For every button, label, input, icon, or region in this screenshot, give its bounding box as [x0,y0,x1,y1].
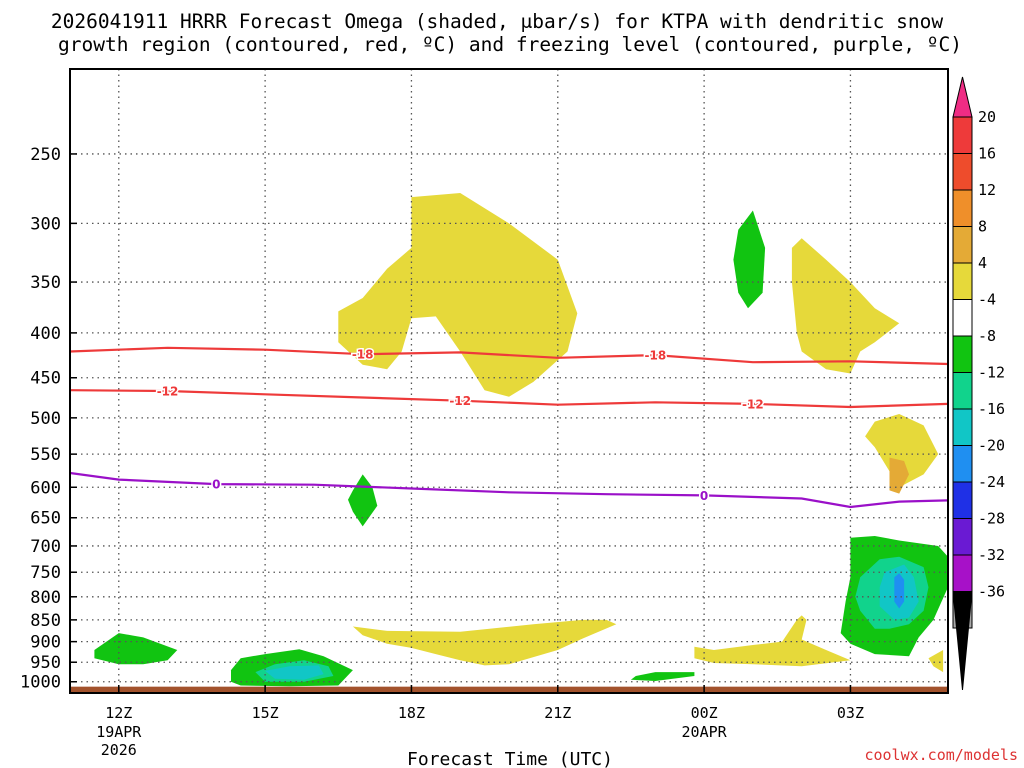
contour-dgz-minus-12: -12 -12 -12 [70,383,948,413]
colorbar-segment [952,189,973,227]
colorbar-segment [952,445,973,483]
terrain-surface [70,686,948,693]
y-tick-label-450: 450 [30,369,61,389]
colorbar-segment [952,262,973,300]
shaded-region-low-yellow-1 [352,619,617,666]
shaded-region-green-upper [733,210,766,309]
x-tick-sublabel: 20APR [682,723,728,741]
colorbar-segment [952,335,973,373]
x-axis-label: Forecast Time (UTC) [407,749,613,768]
x-tick-label-18Z: 18Z [398,704,425,722]
contour-dgz-minus-18: -18 -18 [70,346,948,366]
colorbar-tick-label: -4 [978,291,996,309]
shaded-region-upper-yellow-1 [338,193,578,397]
chart-title-line-1: 2026041911 HRRR Forecast Omega (shaded, … [51,10,943,33]
colorbar-tick-label: -20 [978,437,1005,455]
x-tick-label-15Z: 15Z [252,704,279,722]
y-tick-label-750: 750 [30,563,61,583]
shaded-region-low-yellow-3 [928,650,944,673]
contour-label-freezing-level-0: 0 [700,489,708,503]
colorbar-tick-label: 4 [978,254,987,272]
colorbar-legend: 20 16 12 8 4 -4 -8 -12 -16 -20 -24 -28 -32 -36 [952,76,1005,691]
contour-label-freezing-level-0: 0 [212,478,220,492]
y-tick-label-500: 500 [30,409,61,429]
shaded-region-low-yellow-2 [694,615,851,667]
x-tick-sublabel: 2026 [101,741,137,759]
contour-line-dgz-minus-18 [70,346,948,366]
colorbar-segment [952,481,973,519]
colorbar-tick-label: -24 [978,473,1005,491]
colorbar-top-arrow [952,76,973,118]
shaded-region-green-mid [348,474,378,527]
colorbar-segment [952,554,973,592]
colorbar-tick-label: -36 [978,583,1005,601]
shaded-region-upper-yellow-2 [791,238,900,374]
colorbar-segment [952,153,973,191]
y-tick-label-900: 900 [30,633,61,653]
colorbar-segment [952,372,973,410]
y-tick-label-300: 300 [30,214,61,234]
credit-text: coolwx.com/models [864,746,1018,764]
colorbar-segment [952,226,973,264]
contour-label-dgz-minus-18: -18 [644,349,666,363]
x-tick-label-21Z: 21Z [544,704,571,722]
y-tick-label-350: 350 [30,273,61,293]
shaded-region-orange-core [889,457,909,494]
colorbar-segment [952,299,973,337]
contour-label-dgz-minus-12: -12 [157,385,179,399]
contour-line-freezing-level-0 [70,471,948,509]
y-tick-label-1000: 1000 [20,673,61,693]
contour-label-dgz-minus-12: -12 [449,394,471,408]
gridlines [70,69,948,693]
colorbar-tick-label: 20 [978,108,996,126]
colorbar-tick-label: -28 [978,510,1005,528]
y-tick-label-700: 700 [30,537,61,557]
x-tick-label-03Z: 03Z [837,704,864,722]
contour-label-dgz-minus-12: -12 [742,397,764,411]
x-tick-sublabel: 19APR [96,723,142,741]
y-tick-label-600: 600 [30,478,61,498]
y-tick-label-550: 550 [30,445,61,465]
colorbar-tick-label: -12 [978,364,1005,382]
x-tick-label-00Z: 00Z [691,704,718,722]
colorbar-tick-label: -32 [978,546,1005,564]
colorbar-tick-label: 12 [978,181,996,199]
colorbar-segment [952,408,973,446]
y-tick-label-250: 250 [30,145,61,165]
colorbar-bottom-arrow [952,591,973,691]
shaded-region-blue-low [894,573,905,609]
chart-title-line-2: growth region (contoured, red, ºC) and f… [58,33,962,56]
y-axis: 2503003504004505005506006507007508008509… [20,145,77,693]
shaded-region-green-low-1 [94,633,178,665]
colorbar-segment [952,116,973,154]
shaded-region-cyan-low-1 [265,665,324,680]
y-tick-label-800: 800 [30,588,61,608]
contour-label-dgz-minus-18: -18 [352,348,374,362]
y-tick-label-400: 400 [30,324,61,344]
shaded-region-green-low-3 [630,672,695,681]
colorbar-tick-label: -16 [978,400,1005,418]
colorbar-segment [952,518,973,556]
chart-title: 2026041911 HRRR Forecast Omega (shaded, … [51,10,962,56]
contour-freezing-level-0: 00 [70,471,948,509]
colorbar-tick-label: 8 [978,218,987,236]
plot-frame [69,68,949,694]
contour-line-dgz-minus-12 [70,389,948,409]
colorbar-tick-label: 16 [978,145,996,163]
shaded-region-mid-yellow [865,414,939,488]
x-tick-label-12Z: 12Z [105,704,132,722]
y-tick-label-950: 950 [30,653,61,673]
y-tick-label-650: 650 [30,509,61,529]
y-tick-label-850: 850 [30,611,61,631]
colorbar-tick-label: -8 [978,327,996,345]
